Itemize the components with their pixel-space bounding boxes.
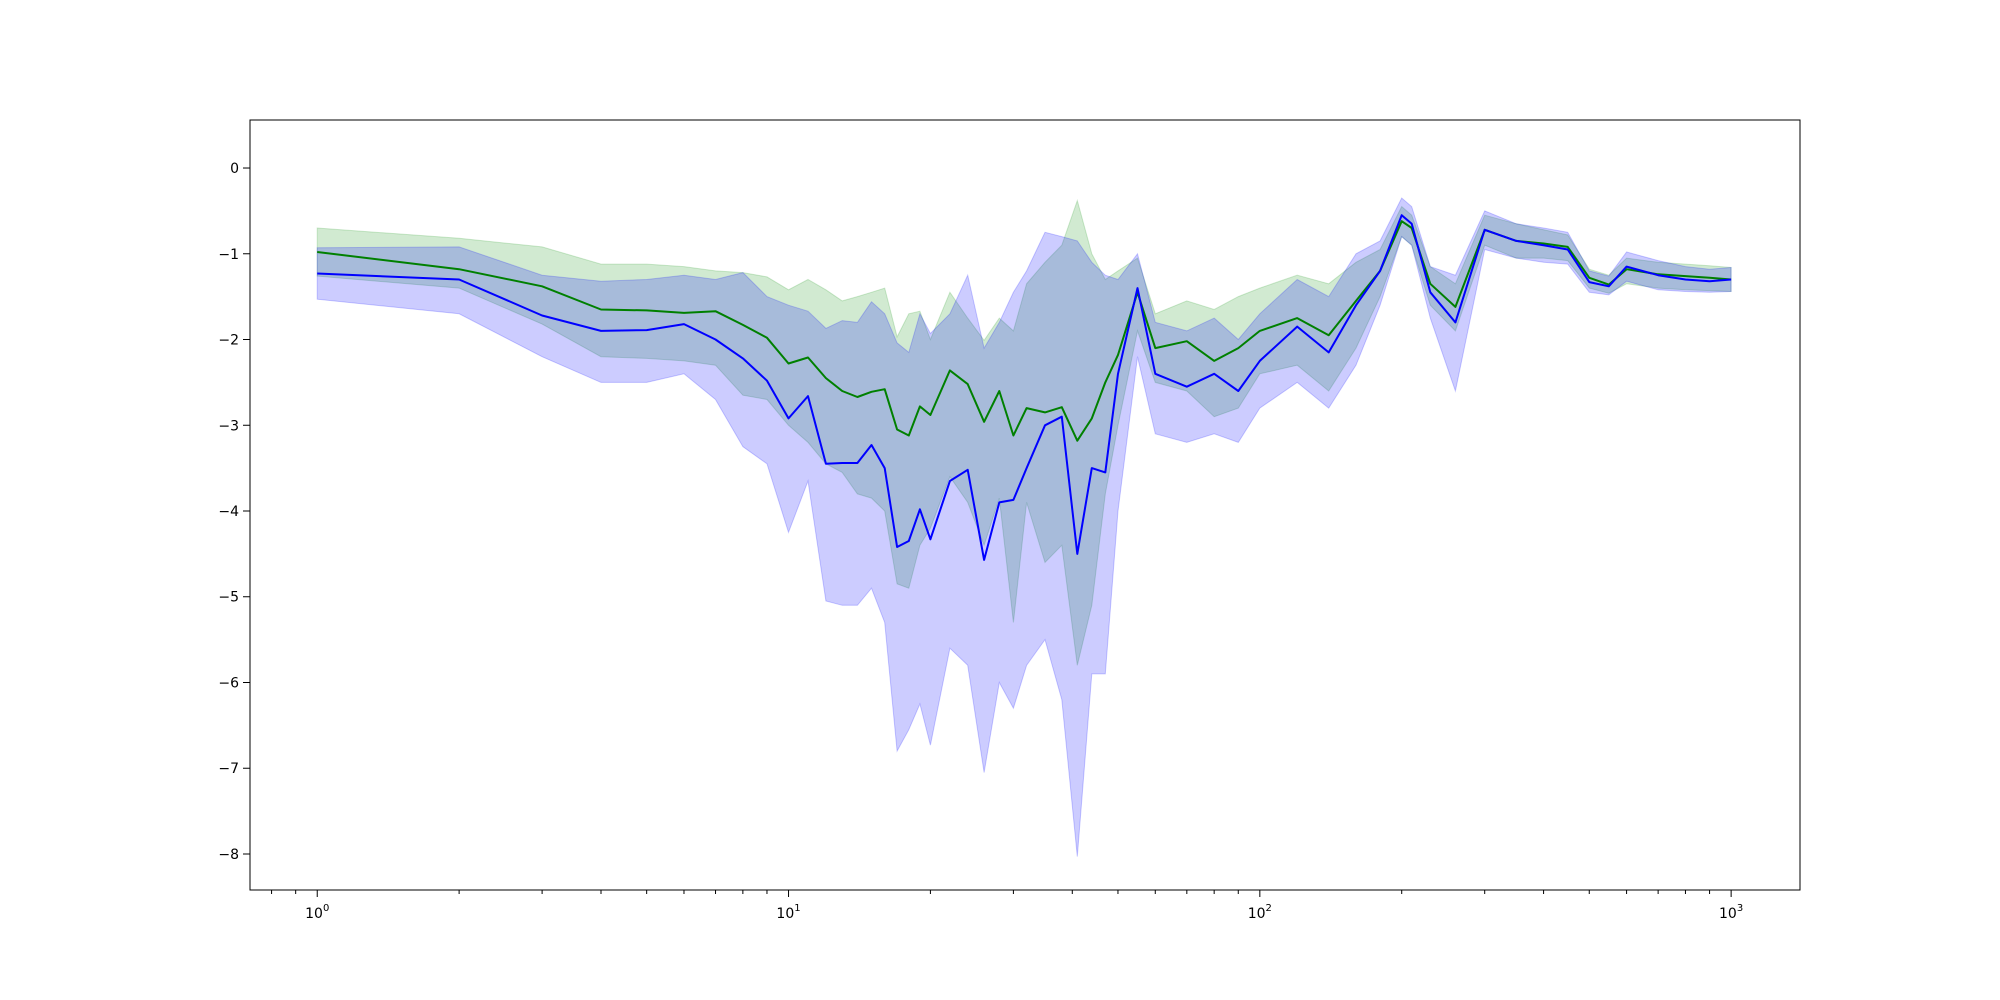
y-tick-label: 0 <box>230 161 239 177</box>
series-2-band <box>316 197 1732 857</box>
x-tick-label: 102 <box>1248 903 1272 922</box>
y-axis: 0 −1 −2 −3 −4 −5 −6 −7 −8 <box>218 161 250 863</box>
y-tick-label: −4 <box>218 504 239 520</box>
x-tick-label: 103 <box>1719 903 1743 922</box>
series-2-line <box>317 214 1732 561</box>
plot-frame <box>249 119 1801 891</box>
series-1-band <box>316 198 1732 666</box>
confidence-bands <box>316 197 1732 857</box>
y-tick-label: −5 <box>218 590 239 606</box>
y-tick-label: −8 <box>218 847 239 863</box>
y-tick-label: −3 <box>218 418 239 434</box>
y-tick-label: −6 <box>218 675 239 691</box>
y-tick-label: −1 <box>218 247 239 263</box>
series-lines <box>317 214 1732 561</box>
x-tick-label: 101 <box>776 903 800 922</box>
x-tick-label: 100 <box>305 903 329 922</box>
y-tick-label: −2 <box>218 333 239 349</box>
x-axis: 100 101 102 103 <box>271 890 1743 922</box>
y-tick-label: −7 <box>218 761 239 777</box>
